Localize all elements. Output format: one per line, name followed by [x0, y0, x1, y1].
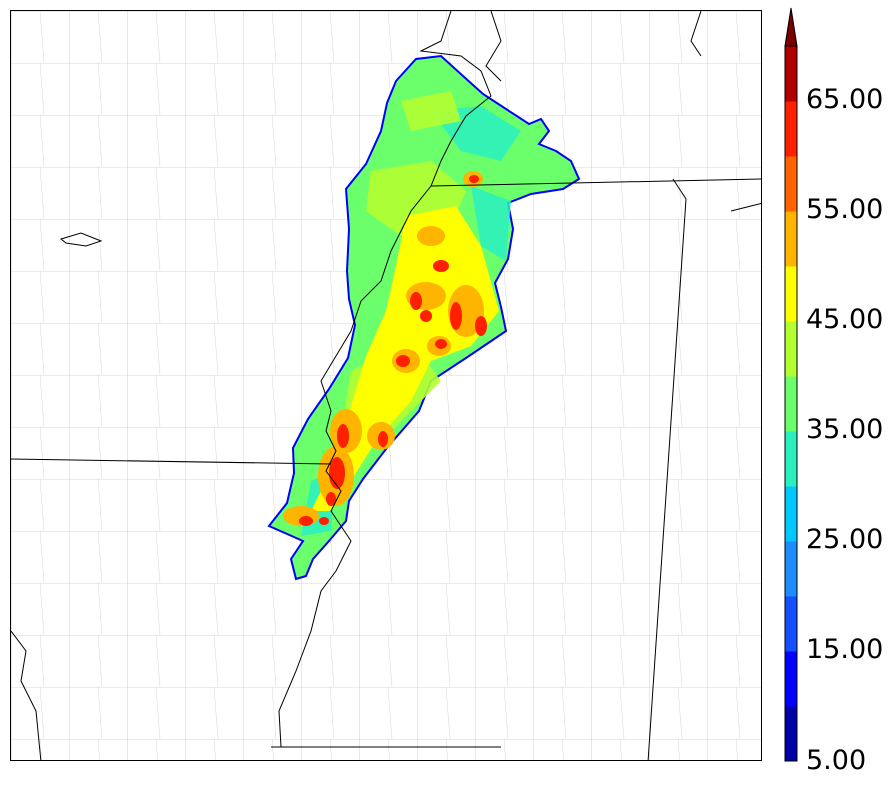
colorbar: [784, 7, 798, 762]
map-panel: [10, 10, 762, 761]
colorbar-band: [785, 486, 797, 542]
colorbar-band: [785, 211, 797, 267]
swath-red-cores: [299, 175, 487, 526]
colorbar-band: [785, 46, 797, 102]
colorbar-frame: [784, 45, 798, 762]
colorbar-band: [785, 101, 797, 157]
colorbar-band: [785, 706, 797, 762]
colorbar-band: [785, 156, 797, 212]
reflectivity-map: [11, 11, 761, 760]
colorbar-tick-label: 15.00: [806, 634, 884, 665]
colorbar-band: [785, 541, 797, 597]
river-northeast: [730, 202, 761, 212]
colorbar-band: [785, 651, 797, 707]
colorbar-band: [785, 596, 797, 652]
state-line-ms-al: [647, 178, 687, 760]
colorbar-tick-label: 55.00: [806, 194, 884, 225]
colorbar-tick-label: 35.00: [806, 414, 884, 445]
colorbar-band: [785, 376, 797, 432]
state-line-ar-tn: [430, 178, 761, 187]
colorbar-band: [785, 321, 797, 377]
colorbar-extend-triangle: [784, 7, 798, 47]
colorbar-band: [785, 266, 797, 322]
river-east: [690, 11, 702, 57]
colorbar-bands: [785, 46, 797, 762]
state-boundaries: [11, 11, 761, 760]
colorbar-band: [785, 431, 797, 487]
mississippi-river: [278, 11, 492, 748]
colorbar-tick-label: 65.00: [806, 84, 884, 115]
colorbar-tick-label: 5.00: [806, 745, 867, 776]
colorbar-tick-label: 45.00: [806, 304, 884, 335]
lake-west: [59, 232, 103, 247]
river-west: [11, 630, 42, 760]
river-north: [485, 11, 502, 82]
state-line-ms-la: [11, 458, 332, 465]
colorbar-tick-label: 25.00: [806, 524, 884, 555]
